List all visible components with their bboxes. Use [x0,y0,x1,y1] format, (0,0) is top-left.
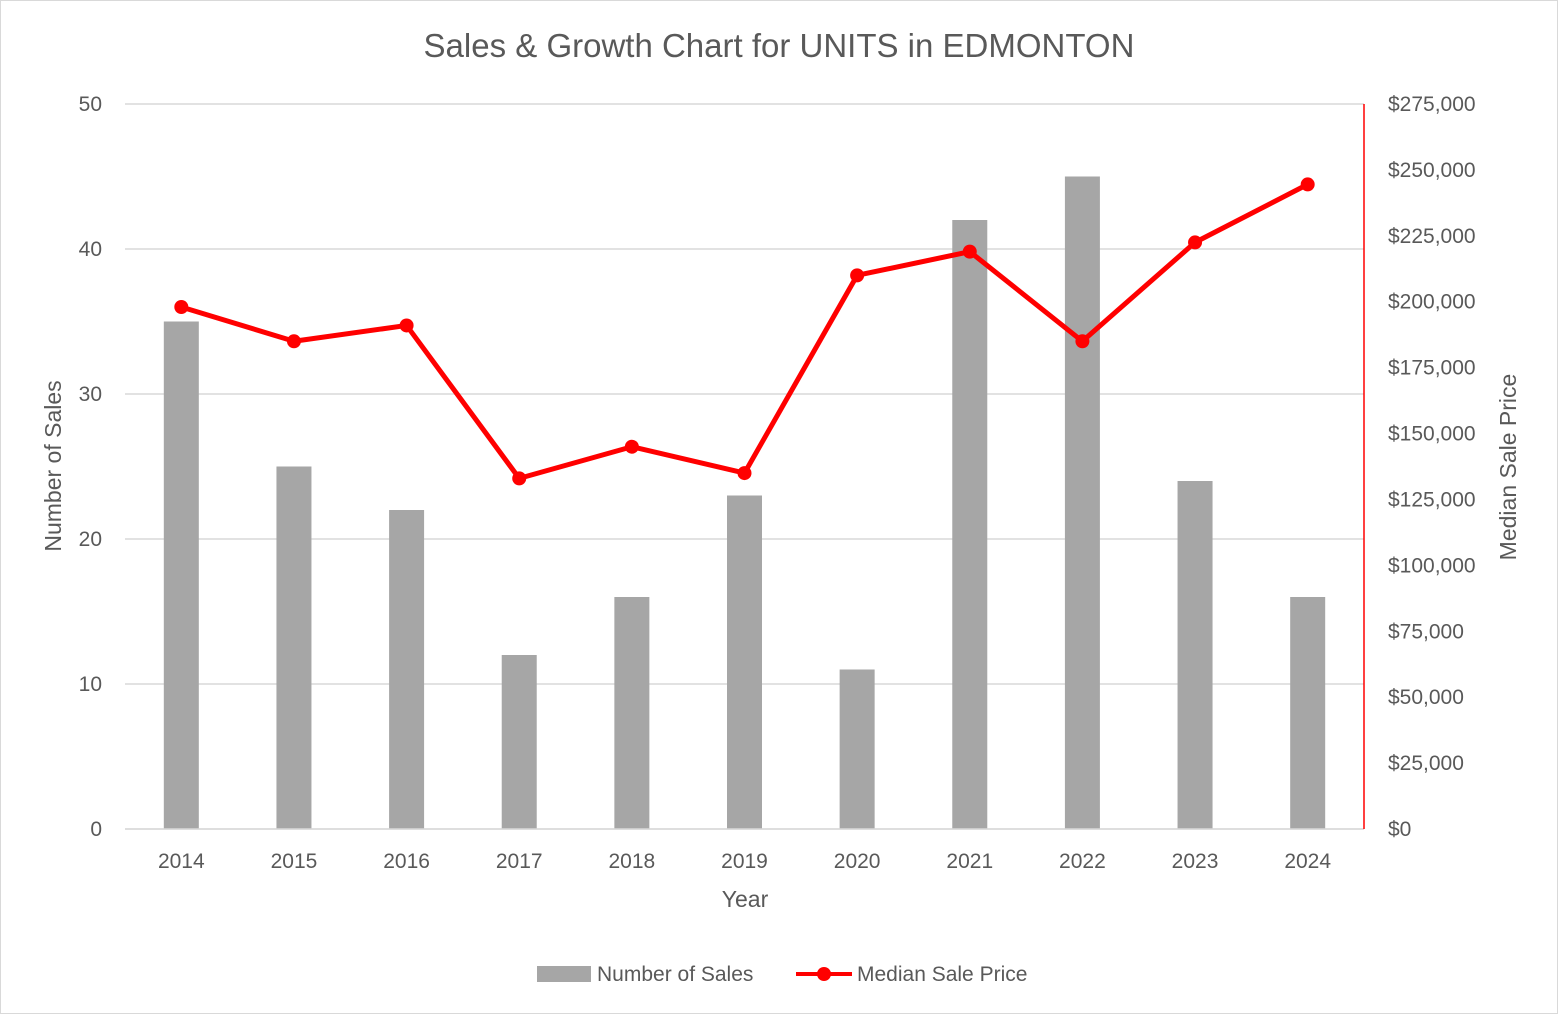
bar-series [163,176,1326,829]
bar-2015 [276,466,312,829]
y2-tick-label: $75,000 [1388,620,1464,643]
y2-tick-label: $0 [1388,818,1411,841]
line-series [174,177,1315,486]
x-tick-label: 2019 [721,850,768,873]
price-point-2021 [962,244,977,259]
price-point-2015 [286,334,301,349]
y2-tick-label: $100,000 [1388,554,1476,577]
bar-2014 [163,321,199,829]
y2-tick-label: $50,000 [1388,686,1464,709]
legend-label-price: Median Sale Price [857,963,1027,986]
price-point-2016 [399,318,414,333]
x-axis-title: Year [722,886,769,912]
legend-swatch-price-marker [817,967,831,981]
y2-tick-label: $125,000 [1388,488,1476,511]
y2-tick-label: $250,000 [1388,159,1476,182]
y2-tick-label: $25,000 [1388,752,1464,775]
price-point-2020 [850,268,865,283]
bar-2020 [839,669,875,829]
y-tick-label: 30 [79,383,102,406]
y2-tick-label: $225,000 [1388,225,1476,248]
x-tick-label: 2014 [158,850,205,873]
x-tick-label: 2017 [496,850,543,873]
y2-axis-title: Median Sale Price [1495,374,1521,561]
legend-swatch-sales [537,966,591,982]
legend-label-sales: Number of Sales [597,963,753,986]
price-point-2022 [1075,334,1090,349]
bar-2018 [614,597,650,829]
price-point-2014 [174,300,189,314]
bar-2017 [501,655,537,829]
y2-tick-label: $150,000 [1388,423,1476,446]
x-axis-ticks: 2014 2015 2016 2017 2018 2019 2020 2021 2022 2023… [158,850,1331,873]
x-tick-label: 2016 [383,850,430,873]
chart-title: Sales & Growth Chart for UNITS in EDMONT… [424,27,1135,64]
x-tick-label: 2022 [1059,850,1106,873]
y-tick-label: 50 [79,93,102,116]
x-tick-label: 2020 [834,850,881,873]
x-tick-label: 2018 [609,850,656,873]
price-point-2023 [1188,235,1203,250]
y-tick-label: 40 [79,238,102,261]
y2-tick-label: $175,000 [1388,357,1476,380]
y-tick-label: 20 [79,528,102,551]
median-price-line [180,182,1309,481]
bar-2023 [1177,481,1213,829]
price-point-2024 [1300,177,1315,192]
price-point-2017 [512,471,527,486]
y-axis-ticks: 0 10 20 30 40 50 [79,93,102,841]
y-tick-label: 0 [90,818,102,841]
y2-tick-label: $200,000 [1388,291,1476,314]
y2-axis-ticks: $0 $25,000 $50,000 $75,000 $100,000 $125,000 $… [1388,93,1476,841]
bar-2016 [389,510,425,829]
x-tick-label: 2021 [946,850,993,873]
price-point-2019 [737,466,752,481]
y-axis-title: Number of Sales [40,380,66,551]
bar-2024 [1290,597,1326,829]
x-tick-label: 2023 [1172,850,1219,873]
price-point-2018 [624,439,639,454]
y2-tick-label: $275,000 [1388,93,1476,116]
axes [125,104,1365,830]
y-tick-label: 10 [79,673,102,696]
bar-2022 [1064,176,1100,829]
bar-2021 [952,220,988,829]
legend: Number of Sales Median Sale Price [537,963,1027,986]
x-tick-label: 2015 [271,850,318,873]
bar-2019 [727,495,762,829]
x-tick-label: 2024 [1284,850,1331,873]
